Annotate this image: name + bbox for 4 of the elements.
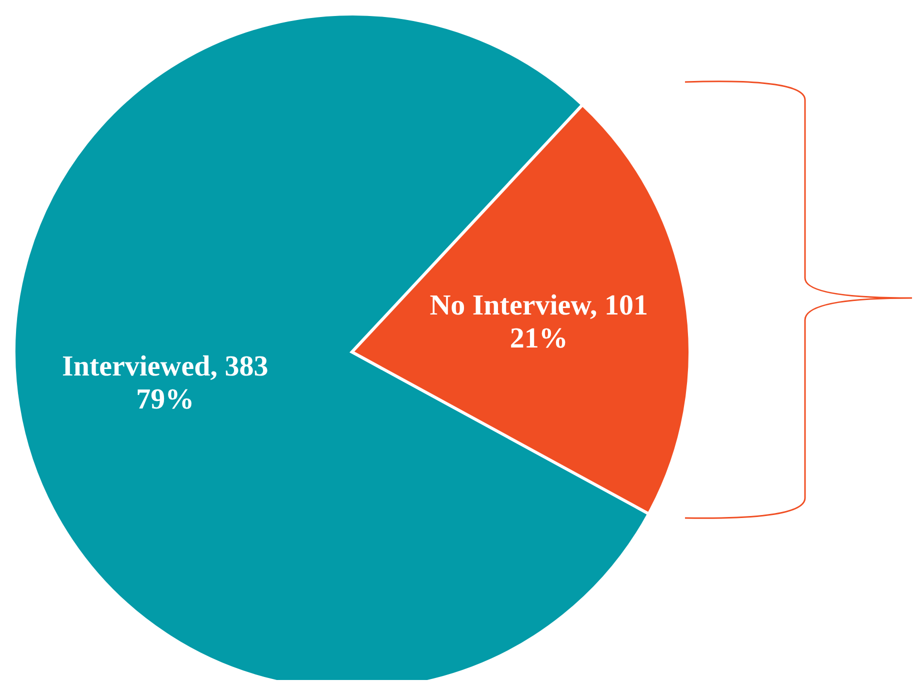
data-label: 79% xyxy=(136,383,194,416)
data-label: 21% xyxy=(510,322,568,355)
slice-label: Interviewed, 383 xyxy=(62,350,268,382)
slice-label: No Interview, 101 xyxy=(430,290,648,322)
